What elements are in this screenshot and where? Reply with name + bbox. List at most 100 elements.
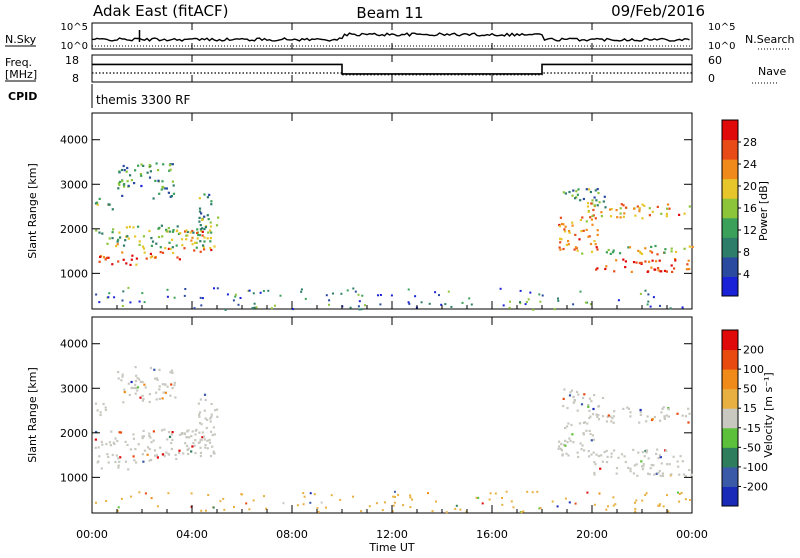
noise-cell [183, 294, 186, 297]
range-cell [683, 247, 686, 250]
range-cell [629, 467, 632, 470]
range-cell [644, 247, 647, 250]
colorbar-tick-label: 12 [743, 224, 757, 237]
range-cell [194, 241, 197, 244]
noise-cell [184, 288, 187, 290]
range-cell [209, 454, 213, 458]
noise-cell [121, 299, 124, 302]
colorbar-tick-label: 4 [743, 268, 750, 281]
range-cell [173, 381, 176, 384]
colorbar-tick-label: 28 [743, 136, 757, 149]
range-cell [611, 417, 614, 420]
range-cell [183, 247, 186, 250]
power-ylabel: Slant Range [km] [26, 163, 39, 259]
range-cell [650, 251, 654, 254]
range-cell [670, 473, 673, 476]
range-cell [657, 269, 660, 272]
range-cell [116, 243, 119, 246]
range-cell [581, 444, 584, 447]
range-cell [203, 435, 206, 438]
range-cell [138, 378, 141, 381]
range-cell [203, 240, 206, 243]
range-cell [609, 215, 613, 218]
noise-cell [150, 497, 153, 500]
range-cell [588, 416, 591, 420]
range-cell [671, 270, 674, 273]
range-cell [142, 164, 145, 167]
range-cell [189, 231, 192, 234]
range-cell [134, 392, 137, 395]
noise-cell [252, 499, 255, 502]
range-cell [206, 439, 209, 442]
range-cell [125, 226, 128, 229]
range-cell [562, 191, 565, 194]
range-cell [199, 446, 202, 449]
range-cell [633, 464, 636, 467]
colorbar-cell [722, 159, 738, 180]
range-cell [203, 248, 206, 251]
range-cell [627, 466, 630, 469]
range-cell [216, 415, 219, 418]
range-cell [167, 453, 171, 456]
range-cell [155, 391, 158, 394]
range-cell [162, 391, 165, 394]
range-cell [187, 447, 190, 450]
range-cell [593, 204, 596, 207]
range-cell [580, 448, 583, 451]
range-cell [161, 429, 164, 432]
range-cell [590, 250, 594, 253]
noise-cell [529, 291, 532, 294]
range-cell [124, 239, 127, 242]
range-cell [586, 205, 590, 208]
range-cell [162, 186, 165, 189]
range-cell [117, 377, 120, 380]
range-cell [572, 396, 575, 399]
velocity-scatter [94, 366, 693, 514]
noise-cell [639, 292, 642, 295]
range-cell [587, 450, 590, 453]
range-cell [201, 227, 204, 230]
noise-cell [551, 500, 554, 503]
range-cell [171, 431, 174, 434]
x-tick-label: 00:00 [676, 528, 708, 541]
range-cell [203, 215, 206, 218]
range-cell [152, 439, 155, 442]
range-cell [640, 261, 643, 264]
range-cell [122, 401, 125, 404]
range-cell [658, 454, 661, 457]
noise-cell [95, 501, 97, 504]
range-cell [613, 410, 616, 413]
range-cell [687, 259, 690, 262]
range-cell [641, 203, 644, 206]
noise-cell [259, 291, 262, 294]
range-cell [154, 179, 157, 182]
range-cell [681, 460, 684, 463]
range-cell [597, 191, 600, 195]
range-cell [596, 248, 599, 251]
noise-cell [470, 303, 473, 306]
range-cell [592, 407, 595, 411]
range-cell [170, 447, 173, 451]
range-cell [679, 455, 682, 458]
range-cell [565, 425, 569, 428]
colorbar-cell [722, 466, 738, 487]
noise-cell [572, 303, 575, 306]
range-cell [95, 201, 99, 204]
range-cell [195, 246, 198, 249]
range-cell [601, 396, 605, 400]
range-cell [196, 237, 199, 240]
range-cell [206, 214, 209, 217]
noise-cell [328, 303, 330, 306]
range-cell [637, 451, 640, 454]
colorbar-cell [722, 217, 738, 238]
range-cell [138, 243, 141, 246]
range-cell [567, 454, 570, 457]
range-cell [674, 258, 677, 261]
range-cell [616, 216, 619, 219]
range-cell [653, 415, 656, 419]
noise-cell [379, 303, 382, 306]
range-cell [111, 237, 114, 240]
colorbar-cell [722, 427, 738, 448]
range-cell [208, 441, 212, 444]
range-cell [683, 212, 686, 215]
